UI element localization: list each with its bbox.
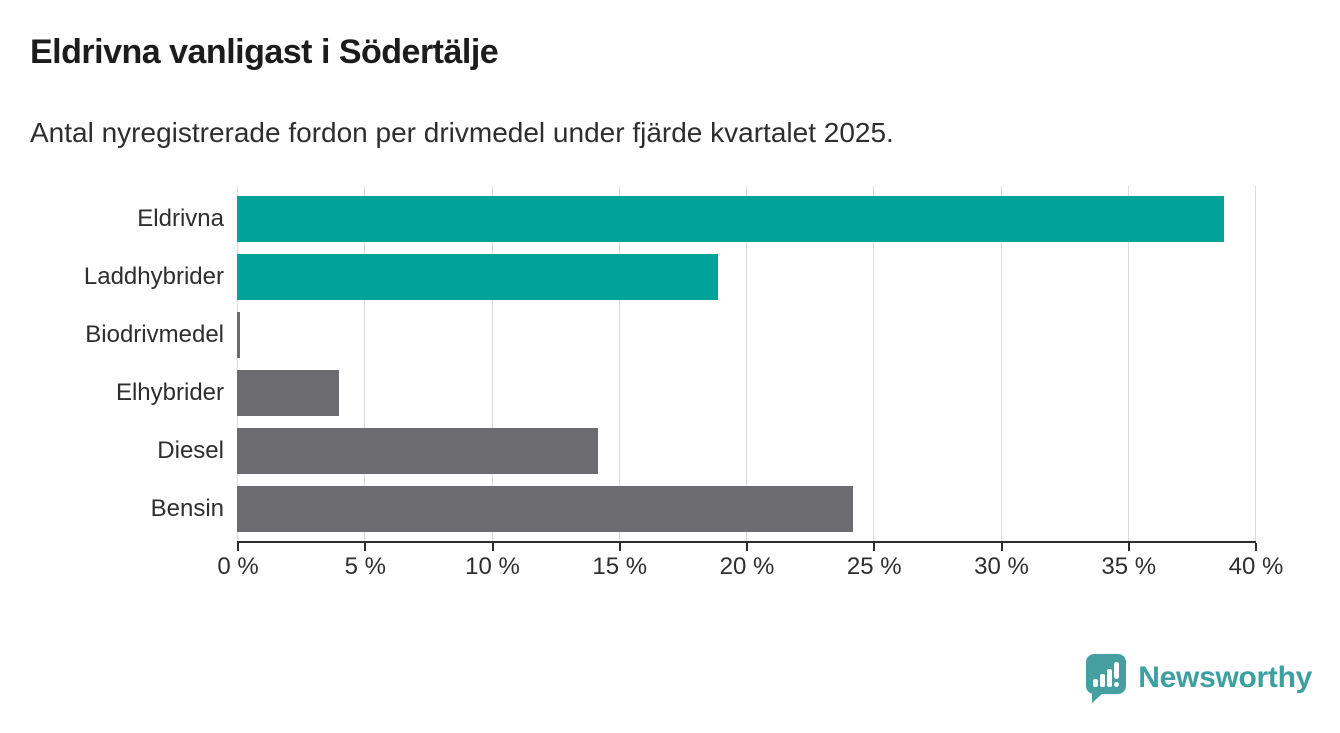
- chart-title: Eldrivna vanligast i Södertälje: [30, 33, 499, 71]
- newsworthy-logo: Newsworthy: [1082, 652, 1312, 704]
- gridline-30: [1000, 186, 1002, 541]
- x-tick-5: [364, 543, 367, 551]
- category-label-laddhybrider: Laddhybrider: [83, 263, 224, 290]
- gridline-20: [746, 186, 747, 541]
- gridline-5: [364, 186, 366, 541]
- y-axis-category-labels: Eldrivna Laddhybrider Biodrivmedel Elhybrid…: [0, 186, 224, 541]
- plot-area: [237, 186, 1256, 541]
- bar-laddhybrider: [237, 254, 718, 300]
- x-axis-line: [237, 541, 1256, 543]
- x-tick-label-5: 5 %: [344, 553, 386, 580]
- category-label-biodrivmedel: Biodrivmedel: [85, 321, 224, 348]
- bar-elhybrider: [237, 370, 339, 416]
- category-label-eldrivna: Eldrivna: [137, 205, 224, 232]
- bar-eldrivna: [237, 196, 1225, 242]
- x-tick-30: [1000, 543, 1003, 551]
- x-tick-label-40: 40 %: [1228, 553, 1284, 580]
- x-tick-35: [1127, 543, 1130, 551]
- x-tick-label-35: 35 %: [1101, 553, 1157, 580]
- x-tick-15: [618, 543, 621, 551]
- x-tick-label-10: 10 %: [465, 553, 520, 580]
- x-tick-label-25: 25 %: [846, 553, 902, 580]
- category-label-diesel: Diesel: [157, 437, 224, 464]
- newsworthy-bubble-chart-icon: [1082, 652, 1128, 704]
- gridline-25: [873, 186, 875, 541]
- x-tick-0: [237, 543, 239, 551]
- x-tick-20: [746, 543, 748, 551]
- x-tick-label-15: 15 %: [592, 553, 648, 580]
- x-tick-label-30: 30 %: [974, 553, 1029, 580]
- x-tick-10: [491, 543, 494, 551]
- x-tick-40: [1255, 543, 1257, 551]
- gridline-40: [1255, 186, 1256, 541]
- gridline-15: [618, 186, 620, 541]
- x-tick-label-20: 20 %: [719, 553, 775, 580]
- bar-bensin: [237, 486, 853, 532]
- gridline-0: [237, 186, 238, 541]
- gridline-10: [491, 186, 493, 541]
- gridline-35: [1127, 186, 1129, 541]
- category-label-elhybrider: Elhybrider: [115, 379, 224, 406]
- newsworthy-wordmark: Newsworthy: [1138, 661, 1312, 694]
- category-label-bensin: Bensin: [150, 495, 224, 522]
- x-tick-label-0: 0 %: [217, 553, 259, 580]
- bar-diesel: [237, 428, 599, 474]
- bar-biodrivmedel: [237, 312, 240, 358]
- x-tick-25: [873, 543, 876, 551]
- chart-subtitle: Antal nyregistrerade fordon per drivmede…: [30, 117, 894, 148]
